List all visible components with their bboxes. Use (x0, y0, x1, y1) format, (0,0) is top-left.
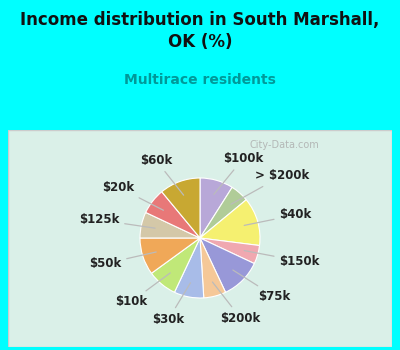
Text: $100k: $100k (214, 152, 263, 194)
Text: $30k: $30k (152, 283, 190, 326)
Text: > $200k: > $200k (231, 169, 309, 204)
Text: $150k: $150k (244, 251, 320, 268)
Wedge shape (140, 212, 200, 238)
Wedge shape (200, 238, 254, 292)
Wedge shape (200, 178, 232, 238)
Wedge shape (152, 238, 200, 292)
Wedge shape (200, 238, 260, 264)
Text: Income distribution in South Marshall,
OK (%): Income distribution in South Marshall, O… (20, 10, 380, 51)
Text: $50k: $50k (89, 252, 156, 270)
Text: City-Data.com: City-Data.com (250, 140, 319, 150)
Wedge shape (146, 192, 200, 238)
Wedge shape (200, 200, 260, 245)
Text: $10k: $10k (115, 273, 170, 308)
Text: $40k: $40k (244, 208, 312, 225)
Wedge shape (140, 238, 200, 273)
Text: Multirace residents: Multirace residents (124, 74, 276, 88)
Text: $75k: $75k (233, 270, 291, 303)
Text: $60k: $60k (140, 154, 184, 195)
Text: $125k: $125k (79, 214, 155, 228)
Text: $200k: $200k (212, 282, 261, 325)
Wedge shape (200, 238, 226, 298)
Wedge shape (162, 178, 200, 238)
Wedge shape (174, 238, 204, 298)
Text: $20k: $20k (102, 181, 163, 210)
Wedge shape (200, 187, 246, 238)
FancyBboxPatch shape (8, 130, 392, 346)
